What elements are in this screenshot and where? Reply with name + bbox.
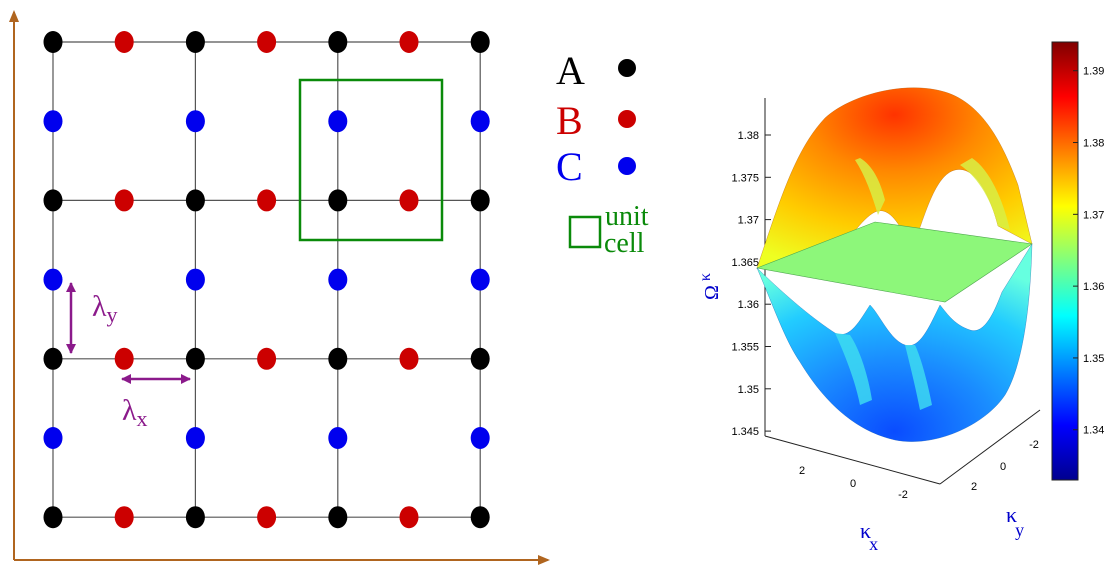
legend-label-b: B xyxy=(556,98,583,143)
site-c xyxy=(185,268,205,291)
y-tick-label: 2 xyxy=(971,481,977,493)
site-c xyxy=(185,427,205,449)
x-tick-label: 2 xyxy=(799,465,805,477)
site-c xyxy=(470,110,490,133)
site-c xyxy=(328,268,348,291)
site-b xyxy=(114,31,134,53)
z-axis-label: Ωκ xyxy=(697,273,723,300)
site-a xyxy=(43,189,63,212)
site-c xyxy=(470,268,490,291)
site-b xyxy=(399,31,419,53)
colorbar-tick-label: 1.39 xyxy=(1083,66,1104,78)
site-c xyxy=(470,427,490,449)
legend-dot-b xyxy=(618,110,636,128)
legend-label-a: A xyxy=(556,48,585,93)
z-tick-label: 1.345 xyxy=(731,426,759,438)
site-b xyxy=(257,347,277,370)
z-tick-label: 1.35 xyxy=(738,384,759,396)
legend-unit-cell-line1: unit xyxy=(605,201,649,232)
x-tick-label: -2 xyxy=(898,489,908,501)
colorbar-tick-label: 1.37 xyxy=(1083,209,1104,221)
site-a xyxy=(43,31,63,53)
site-b xyxy=(257,506,277,529)
upper-band-groove-right xyxy=(960,158,1010,230)
site-a xyxy=(185,31,205,53)
lattice-lines xyxy=(52,41,481,518)
colorbar-ticks: 1.39 1.38 1.37 1.36 1.35 1.34 xyxy=(1073,66,1104,437)
y-tick-label: -2 xyxy=(1029,439,1039,451)
lambda-x-label: λx xyxy=(122,394,148,431)
site-a xyxy=(328,347,348,370)
site-a xyxy=(185,347,205,370)
site-b xyxy=(114,347,134,370)
site-a xyxy=(470,189,490,212)
legend-unit-cell-line2: cell xyxy=(604,228,645,259)
site-a xyxy=(328,189,348,212)
site-b xyxy=(399,347,419,370)
z-tick-label: 1.38 xyxy=(738,130,759,142)
legend-dot-c xyxy=(618,157,636,175)
lattice-panel: λy λx xyxy=(9,10,550,565)
lambda-y-label: λy xyxy=(92,290,118,327)
legend-label-c: C xyxy=(556,144,583,189)
site-a xyxy=(43,506,63,529)
unit-cell-box xyxy=(298,78,444,242)
lower-band-ridge-left xyxy=(835,333,872,405)
z-tick-label: 1.36 xyxy=(738,299,759,311)
z-tick-label: 1.37 xyxy=(738,215,759,227)
site-b xyxy=(399,189,419,212)
upper-band-groove-left xyxy=(855,158,885,215)
legend-unit-cell-icon xyxy=(568,215,602,249)
legend-dot-a xyxy=(618,59,636,77)
x-axis-ticks: 2 0 -2 xyxy=(799,465,908,501)
site-c xyxy=(328,110,348,133)
site-b xyxy=(114,189,134,212)
site-a xyxy=(470,347,490,370)
colorbar xyxy=(1051,41,1079,481)
site-b xyxy=(257,31,277,53)
site-c xyxy=(43,268,63,291)
site-a xyxy=(185,189,205,212)
site-a xyxy=(185,506,205,529)
z-tick-label: 1.375 xyxy=(731,172,759,184)
site-b xyxy=(114,506,134,529)
site-c xyxy=(185,110,205,133)
site-b xyxy=(399,506,419,529)
y-axis-ticks: -2 0 2 xyxy=(971,439,1039,493)
lower-band-ridge-right xyxy=(905,345,932,410)
lattice-sites xyxy=(43,31,490,529)
colorbar-tick-label: 1.36 xyxy=(1083,281,1104,293)
site-a xyxy=(328,506,348,529)
colorbar-tick-label: 1.34 xyxy=(1083,425,1104,437)
z-tick-label: 1.365 xyxy=(731,257,759,269)
y-tick-label: 0 xyxy=(1000,461,1006,473)
site-a xyxy=(328,31,348,53)
site-a xyxy=(470,506,490,529)
lower-band-surface xyxy=(756,243,1033,442)
site-b xyxy=(257,189,277,212)
site-a xyxy=(43,347,63,370)
z-tick-label: 1.355 xyxy=(731,342,759,354)
site-c xyxy=(43,110,63,133)
colorbar-tick-label: 1.38 xyxy=(1083,138,1104,150)
x-tick-label: 0 xyxy=(850,478,856,490)
site-c xyxy=(43,427,63,449)
site-a xyxy=(470,31,490,53)
colorbar-tick-label: 1.35 xyxy=(1083,353,1104,365)
site-c xyxy=(328,427,348,449)
legend: A B C unit cell xyxy=(556,48,649,259)
z-axis-ticks: 1.38 1.375 1.37 1.365 1.36 1.355 1.35 1.345 xyxy=(731,130,771,438)
